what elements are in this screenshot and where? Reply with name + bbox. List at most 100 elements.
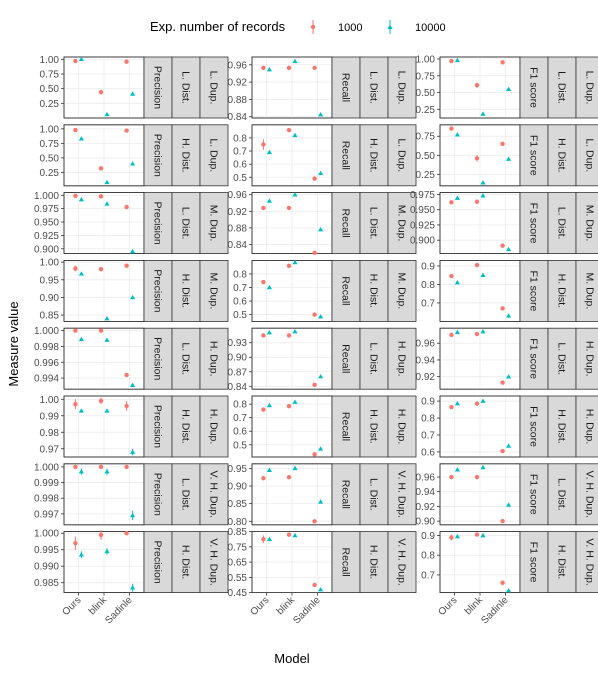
y-tick-label: 0.6 <box>421 447 435 458</box>
strip-distortion-box <box>359 463 389 526</box>
point-1000-ours <box>449 200 454 205</box>
strip-metric: Precision <box>152 541 164 584</box>
facet-3-precision: 1.000 0.975 0.950 0.925 0.900 Precision L. Dis… <box>34 191 229 255</box>
point-10000-blink <box>104 408 110 413</box>
strip-duplication-box <box>387 259 417 322</box>
strip-metric: Precision <box>152 337 164 380</box>
y-tick-label: 0.8 <box>421 280 435 291</box>
strip-metric: F1 score <box>528 270 540 311</box>
y-tick-label: 1.000 <box>34 191 59 202</box>
point-1000-sadinle <box>312 452 317 457</box>
y-tick-label: 0.92 <box>416 502 436 513</box>
strip-metric-box <box>331 395 361 458</box>
strip-metric: F1 score <box>528 135 540 176</box>
y-tick-label: 0.25 <box>416 105 436 116</box>
strip-duplication-box <box>199 192 229 255</box>
y-tick-label: 0.998 <box>34 342 59 353</box>
strip-metric: Precision <box>152 405 164 448</box>
strip-distortion: L. Dist. <box>368 478 380 511</box>
point-1000-ours <box>261 205 266 211</box>
facet-2-recall: 0.8 0.7 0.6 0.5 Recall H. Dist. L. Dup. <box>233 124 417 187</box>
facet-7-f1-score: 0.96 0.94 0.92 0.90 F1 score L. Dist. V. H. Du… <box>416 463 598 528</box>
point-1000-blink <box>474 262 480 268</box>
point-10000-ours <box>454 401 460 406</box>
point-1000-ours <box>449 273 454 279</box>
facet-7-recall: 0.95 0.90 0.85 0.80 Recall L. Dist. V. H. Dup. <box>228 463 417 528</box>
point-10000-ours <box>454 467 460 472</box>
point-1000-ours <box>73 127 78 133</box>
point-10000-blink <box>104 315 110 321</box>
strip-duplication-box <box>199 56 229 119</box>
strip-metric-box <box>143 124 173 187</box>
strip-duplication: V. H. Dup. <box>396 471 408 518</box>
y-tick-label: 0.75 <box>40 70 60 81</box>
point-1000-ours <box>261 333 266 338</box>
point-1000-sadinle <box>312 176 317 181</box>
strip-duplication-box <box>387 395 417 458</box>
point-10000-sadinle <box>506 156 512 161</box>
strip-duplication: H. Dup. <box>584 409 596 445</box>
strip-metric-box <box>143 192 173 255</box>
y-tick-label: 0.45 <box>228 588 248 599</box>
strip-distortion-box <box>359 327 389 390</box>
y-tick-label: 0.93 <box>228 338 248 349</box>
point-1000-sadinle <box>124 263 129 268</box>
facet-4-precision: 1.00 0.95 0.90 0.85 Precision H. Dist. M. Dup. <box>40 258 229 322</box>
point-1000-sadinle <box>312 312 317 317</box>
strip-duplication-box <box>387 463 417 526</box>
point-10000-blink <box>292 399 298 404</box>
point-10000-sadinle <box>318 170 324 176</box>
y-tick-label: 0.94 <box>416 355 436 366</box>
point-10000-blink <box>480 180 486 185</box>
x-tick-label-sadinle: Sadinle <box>291 595 323 627</box>
strip-metric: Recall <box>340 73 352 102</box>
point-10000-blink <box>104 201 110 206</box>
point-1000-ours <box>261 279 266 285</box>
strip-duplication: H. Dup. <box>208 409 220 445</box>
strip-duplication: V. H. Dup. <box>208 471 220 518</box>
point-10000-sadinle <box>318 226 324 232</box>
y-tick-label: 0.925 <box>34 231 59 242</box>
y-tick-label: 0.90 <box>228 482 248 493</box>
y-tick-label: 0.996 <box>34 358 59 369</box>
y-tick-label: 0.900 <box>410 236 435 247</box>
point-10000-ours <box>78 552 84 557</box>
point-1000-blink <box>286 403 292 409</box>
strip-duplication: H. Dup. <box>396 409 408 445</box>
strip-distortion: H. Dist. <box>556 545 568 579</box>
strip-duplication-box <box>387 56 417 119</box>
point-1000-ours <box>449 58 454 64</box>
strip-distortion: H. Dist. <box>180 409 192 443</box>
y-tick-label: 0.95 <box>228 464 248 475</box>
point-10000-ours <box>266 149 272 155</box>
point-10000-ours <box>454 533 460 539</box>
point-10000-ours <box>78 408 84 413</box>
y-tick-label: 0.75 <box>416 132 436 143</box>
strip-metric-box <box>519 56 549 119</box>
legend: Exp. number of records 1000 10000 <box>150 16 446 38</box>
strip-metric: Recall <box>340 209 352 238</box>
strip-distortion-box <box>359 531 389 593</box>
strip-distortion: L. Dist. <box>368 342 380 375</box>
point-1000-blink <box>286 474 292 480</box>
point-10000-ours <box>266 536 272 542</box>
facet-2-f1-score: 0.75 0.50 0.25 F1 score H. Dist. L. Dup. <box>416 124 598 187</box>
facet-2-precision: 1.00 0.75 0.50 0.25 Precision H. Dist. L. Dup. <box>40 124 229 187</box>
point-10000-sadinle <box>318 314 324 319</box>
point-10000-sadinle <box>318 586 324 592</box>
facet-5-recall: 0.93 0.90 0.87 0.84 Recall L. Dist. H. Dup. <box>228 327 417 393</box>
facet-3-f1-score: 0.975 0.950 0.925 0.900 F1 score L. Dist. M. D… <box>410 190 598 255</box>
strip-duplication: L. Dup. <box>396 71 408 105</box>
y-tick-label: 0.7 <box>421 298 435 309</box>
point-10000-sadinle <box>506 374 512 379</box>
point-10000-blink <box>480 272 486 277</box>
strip-duplication-box <box>199 124 229 187</box>
point-1000-sadinle <box>124 403 129 409</box>
strip-duplication: M. Dup. <box>396 273 408 310</box>
y-tick-label: 0.990 <box>34 562 59 573</box>
y-tick-label: 0.84 <box>228 382 248 393</box>
strip-metric: F1 score <box>528 203 540 244</box>
strip-metric: F1 score <box>528 406 540 447</box>
point-10000-blink <box>104 469 110 474</box>
y-tick-label: 0.900 <box>34 244 59 255</box>
